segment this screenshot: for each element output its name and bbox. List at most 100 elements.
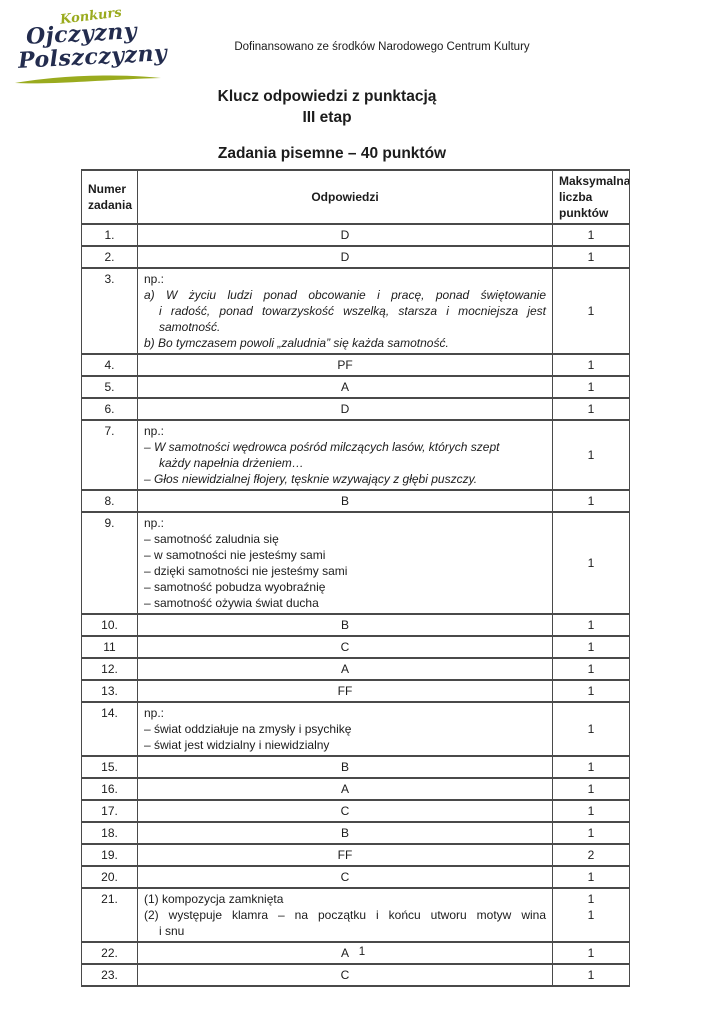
answer-cell: np.: – świat oddziałuje na zmysły i psych…: [137, 701, 553, 757]
page-number: 1: [358, 946, 366, 958]
answer-cell: D: [137, 397, 553, 421]
answer-cell: (1) kompozycja zamknięta (2) występuje kl…: [137, 887, 553, 943]
table-row: 7. np.: – W samotności wędrowca pośród mil…: [81, 419, 630, 491]
answer-cell: B: [137, 489, 553, 513]
question-number-cell: 22.: [81, 941, 138, 965]
stage-subtitle: III etap: [302, 109, 352, 126]
question-number-cell: 15.: [81, 755, 138, 779]
points-cell: 1: [552, 941, 630, 965]
question-number-cell: 2.: [81, 245, 138, 269]
answer-line: – samotność zaludnia się: [144, 532, 279, 546]
question-number-cell: 20.: [81, 865, 138, 889]
table-row: 10. B 1: [81, 613, 630, 637]
logo-konkurs-ojczyzny-polszczyzny: Konkurs Ojczyzny Polszczyzny: [14, 4, 174, 92]
answer-line: a) W życiu ludzi ponad obcowanie i pracę…: [144, 288, 546, 302]
points-cell: 1: [552, 353, 630, 377]
question-number-cell: 10.: [81, 613, 138, 637]
question-number-cell: 8.: [81, 489, 138, 513]
question-number-cell: 3.: [81, 267, 138, 355]
question-number-cell: 12.: [81, 657, 138, 681]
logo-underline-swoosh-icon: [15, 75, 161, 84]
table-body: 1. D 1 2. D 1 3. np.: a) W życiu ludzi ponad obc…: [81, 223, 630, 987]
header-max-points: Maksymalna liczba punktów: [552, 169, 630, 225]
points-cell: 1: [552, 375, 630, 399]
points-cell: 1: [552, 657, 630, 681]
answer-line: np.:: [144, 706, 165, 720]
answer-line: każdy napełnia drżeniem…: [159, 456, 304, 470]
points-cell: 1: [552, 865, 630, 889]
points-cell: 1: [552, 821, 630, 845]
answer-line: – w samotności nie jesteśmy sami: [144, 548, 326, 562]
question-number-cell: 23.: [81, 963, 138, 987]
question-number-cell: 16.: [81, 777, 138, 801]
answer-line: np.:: [144, 516, 165, 530]
answer-line: i radość, ponad towarzyskość wszelką, st…: [159, 304, 546, 318]
points-cell: 1: [552, 613, 630, 637]
document-title-block: Klucz odpowiedzi z punktacją III etap: [0, 86, 654, 128]
points-cell: 1: [552, 963, 630, 987]
table-row: 4. PF 1: [81, 353, 630, 377]
answer-cell: D: [137, 223, 553, 247]
points-cell: 1: [552, 511, 630, 615]
table-row: 19. FF 2: [81, 843, 630, 867]
points-cell: 1: [552, 489, 630, 513]
answer-line: (2) występuje klamra – na początku i koń…: [144, 908, 546, 922]
question-number-cell: 13.: [81, 679, 138, 703]
table-row: 23. C 1: [81, 963, 630, 987]
answer-cell: A: [137, 777, 553, 801]
answer-line: – samotność pobudza wyobraźnię: [144, 580, 326, 594]
answer-cell: np.: – W samotności wędrowca pośród milcz…: [137, 419, 553, 491]
answer-line: – samotność ożywia świat ducha: [144, 596, 319, 610]
funding-note: Dofinansowano ze środków Narodowego Cent…: [234, 41, 530, 53]
points-cell: 1: [552, 679, 630, 703]
points-cell: 1: [552, 419, 630, 491]
header-question-number: Numer zadania: [81, 169, 138, 225]
answer-cell: C: [137, 963, 553, 987]
answer-line: samotność.: [159, 320, 221, 334]
table-row: 14. np.: – świat oddziałuje na zmysły i ps…: [81, 701, 630, 757]
table-row: 15. B 1: [81, 755, 630, 779]
answer-cell: np.: – samotność zaludnia się – w samotnoś…: [137, 511, 553, 615]
points-cell: 1: [552, 755, 630, 779]
answer-line: b) Bo tymczasem powoli „zaludnia” się ka…: [144, 336, 449, 350]
table-row: 3. np.: a) W życiu ludzi ponad obcowanie i…: [81, 267, 630, 355]
table-row: 9. np.: – samotność zaludnia się – w samotn…: [81, 511, 630, 615]
points-line: 1: [587, 892, 595, 906]
points-cell: 2: [552, 843, 630, 867]
points-cell: 1: [552, 701, 630, 757]
points-cell: 1: [552, 777, 630, 801]
answer-cell: PF: [137, 353, 553, 377]
table-row: 20. C 1: [81, 865, 630, 889]
table-row: 8. B 1: [81, 489, 630, 513]
points-cell: 1: [552, 635, 630, 659]
table-row: 21. (1) kompozycja zamknięta (2) występuje…: [81, 887, 630, 943]
table-row: 13. FF 1: [81, 679, 630, 703]
table-row: 11 C 1: [81, 635, 630, 659]
table-row: 12. A 1: [81, 657, 630, 681]
question-number-cell: 9.: [81, 511, 138, 615]
points-cell: 1: [552, 223, 630, 247]
answer-cell: C: [137, 635, 553, 659]
answer-cell: C: [137, 865, 553, 889]
answer-cell: A: [137, 375, 553, 399]
table-row: 1. D 1: [81, 223, 630, 247]
question-number-cell: 17.: [81, 799, 138, 823]
question-number-cell: 18.: [81, 821, 138, 845]
document-title: Klucz odpowiedzi z punktacją: [217, 88, 437, 105]
table-row: 2. D 1: [81, 245, 630, 269]
answer-line: np.:: [144, 272, 165, 286]
answer-line: – świat jest widzialny i niewidzialny: [144, 738, 330, 752]
question-number-cell: 6.: [81, 397, 138, 421]
answer-line: (1) kompozycja zamknięta: [144, 892, 284, 906]
answer-cell: D: [137, 245, 553, 269]
points-cell: 1: [552, 267, 630, 355]
header-answers: Odpowiedzi: [137, 169, 553, 225]
answer-key-table: Numer zadania Odpowiedzi Maksymalna licz…: [81, 169, 630, 987]
table-row: 16. A 1: [81, 777, 630, 801]
answer-cell: A: [137, 941, 553, 965]
question-number-cell: 4.: [81, 353, 138, 377]
answer-line: i snu: [159, 924, 185, 938]
answer-line: – Głos niewidzialnej fłojery, tęsknie wz…: [144, 472, 478, 486]
